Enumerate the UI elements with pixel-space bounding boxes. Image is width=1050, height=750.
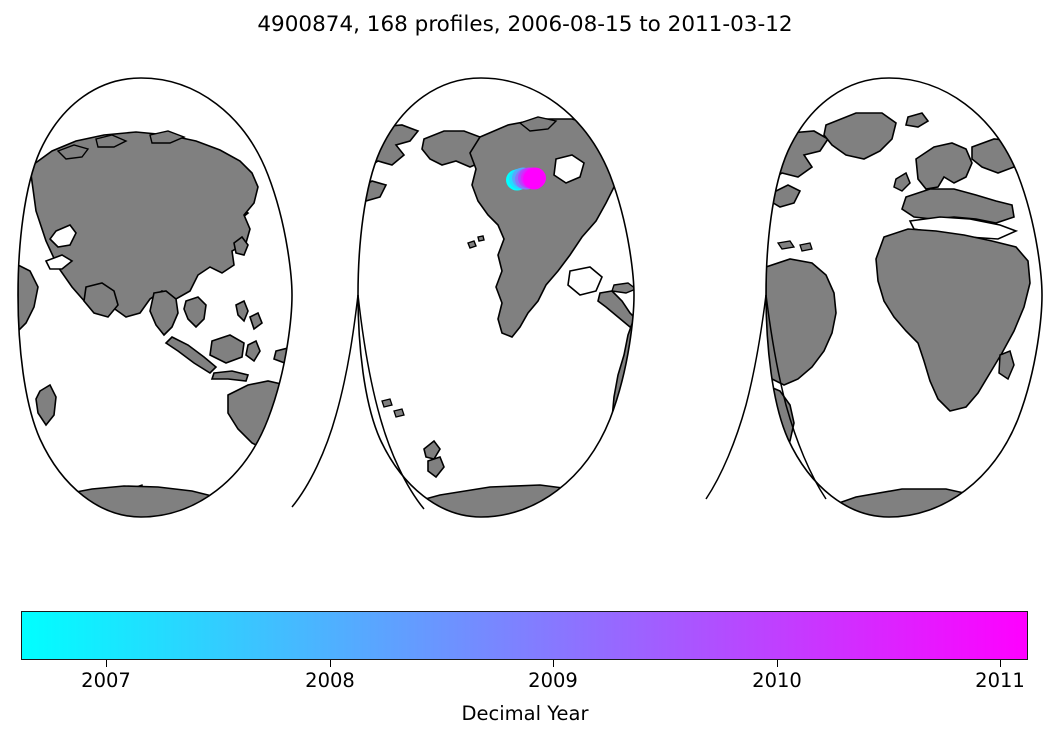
interruption-cusp-right-lower [705,294,767,500]
profile-marker [524,167,546,189]
colorbar-tick-marks [21,660,1028,668]
colorbar-tick-label: 2007 [81,669,131,692]
colorbar-tick-labels: 2007 2008 2009 2010 2011 [0,668,1050,698]
landmass-iceland [905,112,930,128]
landmass-pacific-island-2 [393,408,405,418]
landmass-madagascar-right [998,349,1015,381]
colorbar-tick-label: 2010 [752,669,802,692]
interruption-cusp-left-lower [291,294,359,508]
colorbar-axis-label: Decimal Year [461,702,589,725]
inland-sea-caspian [48,224,77,248]
landmass-sulawesi [245,339,261,363]
colorbar-tick-label: 2009 [528,669,578,692]
interruption-cusp-right-lower-right [765,294,827,500]
landmass-philippines [235,299,249,323]
landmass-antarctic-peninsula [609,454,634,493]
landmass-central-america [597,290,634,329]
colorbar-tick [106,660,108,667]
colorbar-gradient [21,611,1028,660]
landmass-antilles-right [799,242,813,252]
landmass-arctic-archipelago [518,116,558,132]
landmass-new-guinea [273,346,292,372]
landmass-caribbean-right [776,240,796,250]
map-axes [0,55,1050,535]
landmass-arctic-islands-3 [149,130,186,144]
landmass-africa [875,228,1031,412]
landmass-indochina [183,296,207,329]
landmass-arctic-islands-2 [95,134,128,148]
page-title: 4900874, 168 profiles, 2006-08-15 to 201… [257,12,793,37]
interruption-cusp-left-lower-right [357,294,425,510]
inland-sea-hudson-bay [553,154,585,184]
landmass-east-africa [18,263,39,333]
landmass-antarctica-lobe1 [26,485,272,517]
lobe-outline-eurasia [17,77,293,518]
world-map [17,77,1043,518]
colorbar-tick [553,660,555,667]
landmass-borneo [209,334,245,364]
profile-marker-group [506,167,546,191]
landmass-pacific-island-1 [381,398,393,408]
landmass-europe [901,188,1015,224]
colorbar-tick [777,660,779,667]
landmass-new-zealand-north [423,439,441,460]
colorbar-tick-label: 2008 [305,669,355,692]
landmass-sumatra [164,336,218,375]
landmass-arabia [83,282,119,318]
landmass-arctic-islands-1 [56,144,90,160]
lobe-outline-pacific [357,77,635,518]
map-lobe-eurasia [17,77,308,518]
landmass-british-isles [893,171,911,192]
landmass-philippines-south [249,311,263,331]
landmass-tasmania [296,457,308,469]
landmass-india [149,290,179,337]
landmass-japan [233,235,249,256]
map-lobe-pacific-americas [357,77,635,518]
inland-sea-black [44,254,74,270]
landmass-hawaii-small [477,235,485,242]
colorbar-tick [1000,660,1002,667]
landmass-south-america-east [766,258,837,386]
landmass-madagascar [35,383,57,427]
lobe-outline-atlantic [765,77,1043,518]
landmass-java [210,370,250,382]
colorbar[interactable] [21,611,1028,660]
colorbar-tick [330,660,332,667]
colorbar-tick-label: 2011 [975,669,1025,692]
landmass-scandinavia [915,142,973,190]
gulf-of-mexico [567,266,603,296]
landmass-hawaii [467,240,477,249]
landmass-new-zealand-south [427,456,445,479]
landmass-greenland [823,112,897,160]
landmass-caribbean [611,282,634,294]
landmass-greenland-edge [587,112,631,140]
